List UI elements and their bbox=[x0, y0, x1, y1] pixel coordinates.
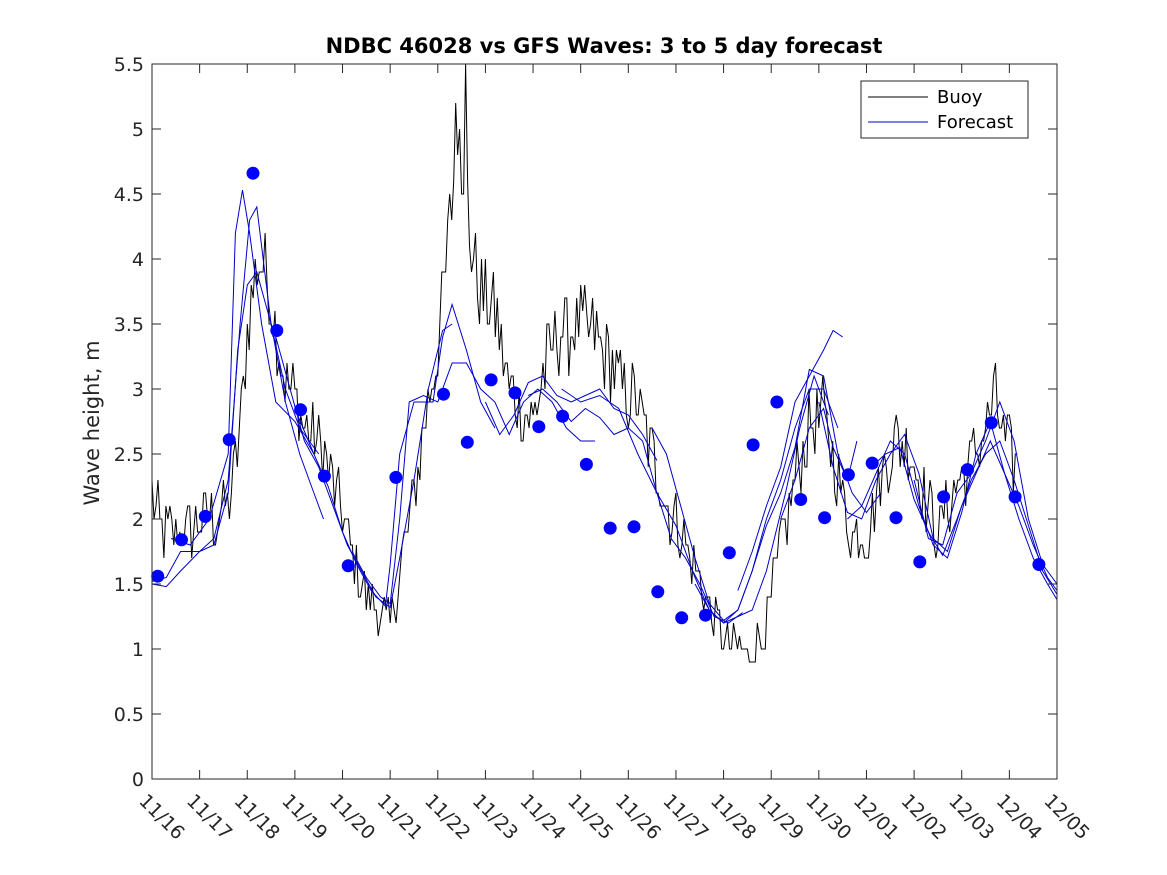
forecast-point-2 bbox=[175, 533, 188, 547]
forecast-point-35 bbox=[1008, 490, 1022, 504]
forecast-line-6 bbox=[351, 362, 595, 605]
forecast-line-11 bbox=[694, 368, 882, 624]
x-tick-label: 12/04 bbox=[992, 790, 1046, 844]
forecast-point-30 bbox=[889, 511, 903, 525]
axes-box bbox=[151, 63, 1058, 780]
forecast-point-23 bbox=[722, 546, 736, 560]
forecast-point-7 bbox=[294, 403, 308, 417]
forecast-point-13 bbox=[484, 373, 498, 387]
forecast-point-14 bbox=[508, 386, 522, 400]
x-tick-label: 11/26 bbox=[611, 790, 665, 844]
x-tick-label: 11/21 bbox=[373, 790, 427, 844]
forecast-point-8 bbox=[317, 469, 331, 483]
forecast-point-17 bbox=[579, 457, 593, 471]
forecast-point-1 bbox=[151, 569, 165, 583]
forecast-point-20 bbox=[651, 585, 665, 599]
y-tick-label: 3 bbox=[132, 379, 144, 401]
forecast-point-27 bbox=[818, 511, 832, 525]
forecast-point-5 bbox=[246, 166, 260, 180]
x-tick-label: 11/29 bbox=[754, 790, 808, 844]
forecast-line-7 bbox=[484, 375, 658, 461]
forecast-point-3 bbox=[198, 509, 212, 523]
x-tick-label: 11/23 bbox=[468, 790, 522, 844]
legend-box bbox=[860, 80, 1029, 139]
forecast-point-16 bbox=[556, 409, 570, 423]
forecast-point-36 bbox=[1032, 558, 1046, 571]
x-tick-label: 11/18 bbox=[230, 790, 284, 844]
forecast-point-10 bbox=[389, 470, 403, 484]
forecast-point-9 bbox=[341, 559, 355, 573]
y-tick-label: 3.5 bbox=[114, 314, 144, 336]
forecast-line-4 bbox=[275, 323, 453, 609]
forecast-point-28 bbox=[841, 468, 855, 482]
forecast-line-5 bbox=[294, 302, 496, 608]
y-tick-label: 5.5 bbox=[114, 54, 144, 76]
y-tick-label: 0.5 bbox=[114, 704, 144, 726]
forecast-point-25 bbox=[770, 395, 784, 409]
x-tick-label: 11/28 bbox=[706, 790, 760, 844]
plot-area: 00.511.522.533.544.555.511/1611/1711/181… bbox=[114, 54, 1094, 844]
forecast-point-21 bbox=[675, 611, 689, 625]
y-tick-label: 4.5 bbox=[114, 184, 144, 206]
forecast-point-15 bbox=[532, 420, 546, 434]
forecast-line-14 bbox=[818, 401, 1058, 591]
forecast-point-12 bbox=[460, 435, 474, 449]
forecast-point-11 bbox=[437, 387, 450, 401]
forecast-point-19 bbox=[627, 520, 641, 534]
forecast-line-3 bbox=[170, 190, 315, 546]
forecast-line-16 bbox=[870, 440, 1058, 595]
forecast-point-34 bbox=[984, 416, 998, 430]
x-tick-label: 11/25 bbox=[563, 790, 617, 844]
y-tick-label: 5 bbox=[132, 119, 144, 141]
x-tick-label: 11/16 bbox=[134, 790, 188, 844]
y-tick-label: 2 bbox=[132, 509, 144, 531]
x-tick-label: 11/20 bbox=[325, 790, 379, 844]
forecast-point-32 bbox=[937, 490, 951, 504]
x-tick-label: 11/19 bbox=[277, 790, 331, 844]
forecast-point-26 bbox=[794, 493, 808, 506]
forecast-point-18 bbox=[603, 521, 617, 535]
buoy-line bbox=[151, 63, 1018, 663]
x-tick-label: 11/24 bbox=[516, 790, 570, 844]
forecast-point-22 bbox=[699, 608, 712, 622]
x-tick-label: 12/05 bbox=[1039, 790, 1093, 844]
y-axis-label: Wave height, m bbox=[80, 340, 104, 505]
forecast-line-10 bbox=[651, 388, 839, 622]
forecast-point-4 bbox=[222, 433, 236, 447]
x-tick-label: 12/03 bbox=[944, 790, 998, 844]
forecast-point-29 bbox=[865, 456, 879, 470]
legend-buoy-label: Buoy bbox=[937, 87, 983, 108]
forecast-line-17 bbox=[913, 400, 1058, 585]
y-tick-label: 2.5 bbox=[114, 444, 144, 466]
x-tick-label: 12/02 bbox=[897, 790, 951, 844]
legend: Buoy Forecast bbox=[860, 80, 1029, 139]
forecast-line-12 bbox=[737, 329, 843, 591]
forecast-line-15 bbox=[847, 420, 1058, 600]
x-tick-label: 11/17 bbox=[182, 790, 236, 844]
y-tick-label: 1.5 bbox=[114, 574, 144, 596]
forecast-point-31 bbox=[913, 555, 927, 569]
x-tick-label: 11/22 bbox=[420, 790, 474, 844]
forecast-point-6 bbox=[270, 324, 284, 337]
x-tick-label: 11/27 bbox=[658, 790, 712, 844]
forecast-point-33 bbox=[961, 463, 974, 477]
y-tick-label: 4 bbox=[132, 249, 144, 271]
y-tick-label: 0 bbox=[132, 769, 144, 791]
legend-forecast-label: Forecast bbox=[937, 112, 1013, 133]
forecast-point-24 bbox=[746, 438, 760, 452]
x-tick-label: 11/30 bbox=[801, 790, 855, 844]
y-tick-label: 1 bbox=[132, 639, 144, 661]
x-tick-label: 12/01 bbox=[849, 790, 903, 844]
chart-title: NDBC 46028 vs GFS Waves: 3 to 5 day fore… bbox=[326, 34, 883, 58]
forecast-line-2 bbox=[151, 205, 324, 588]
